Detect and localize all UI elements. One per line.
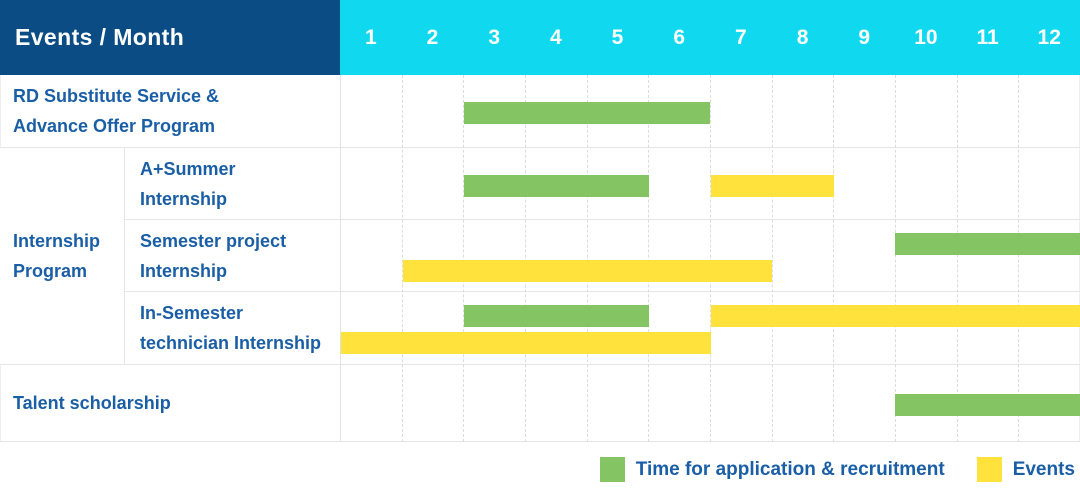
- row-label-in-semester: In-Semester technician Internship: [125, 292, 340, 365]
- chart-cell: [340, 148, 1080, 220]
- page-title: Events / Month: [15, 24, 185, 50]
- table-row-in-semester: In-Semester technician Internship: [0, 292, 1080, 365]
- chart-cell: [340, 75, 1080, 148]
- group-label-internship-program: Internship Program: [0, 148, 125, 365]
- application-bar: [895, 233, 1080, 255]
- chart-cell: [340, 220, 1080, 292]
- month-label-8: 8: [796, 25, 809, 49]
- row-label-a-summer: A+Summer Internship: [125, 148, 340, 220]
- table-row-a-summer: A+Summer Internship: [0, 148, 1080, 220]
- legend-item-application: Time for application & recruitment: [599, 457, 945, 482]
- row-label-rd-substitute-service: RD Substitute Service & Advance Offer Pr…: [0, 75, 340, 148]
- chart-cell: [340, 292, 1080, 365]
- event-bar: [710, 175, 834, 197]
- event-bar: [710, 305, 1080, 327]
- application-bar: [464, 305, 649, 327]
- month-label-1: 1: [364, 25, 377, 49]
- application-bar: [464, 175, 649, 197]
- table-row-rd-substitute-service: RD Substitute Service & Advance Offer Pr…: [0, 75, 1080, 148]
- month-label-3: 3: [488, 25, 501, 49]
- application-bar: [464, 102, 711, 124]
- row-label-semester-project: Semester project Internship: [125, 220, 340, 292]
- event-bar: [341, 332, 711, 354]
- legend-label: Time for application & recruitment: [635, 458, 945, 480]
- application-swatch-icon: [599, 457, 625, 482]
- events-month-header-cell: Events / Month: [0, 0, 340, 75]
- month-label-6: 6: [673, 25, 686, 49]
- month-label-7: 7: [735, 25, 747, 49]
- chart-body: RD Substitute Service & Advance Offer Pr…: [0, 75, 1080, 442]
- table-row-semester-project: Semester project Internship: [0, 220, 1080, 292]
- legend: Time for application & recruitment Events: [599, 457, 1075, 482]
- month-label-5: 5: [611, 25, 624, 49]
- application-bar: [895, 394, 1080, 416]
- event-bar: [402, 260, 773, 282]
- legend-item-event: Events: [976, 457, 1075, 482]
- legend-label: Events: [1012, 458, 1075, 480]
- month-label-4: 4: [550, 25, 562, 49]
- chart-cell: [340, 365, 1080, 442]
- month-label-9: 9: [858, 25, 871, 49]
- event-swatch-icon: [976, 457, 1002, 482]
- month-label-2: 2: [426, 25, 439, 49]
- table-row-talent-scholarship: Talent scholarship: [0, 365, 1080, 442]
- month-label-12: 12: [1037, 25, 1061, 49]
- month-header-row: 1 2 3 4 5 6 7 8 9 10 11 12: [340, 0, 1080, 75]
- row-label-talent-scholarship: Talent scholarship: [0, 365, 340, 442]
- month-label-11: 11: [976, 25, 999, 49]
- month-label-10: 10: [914, 25, 938, 49]
